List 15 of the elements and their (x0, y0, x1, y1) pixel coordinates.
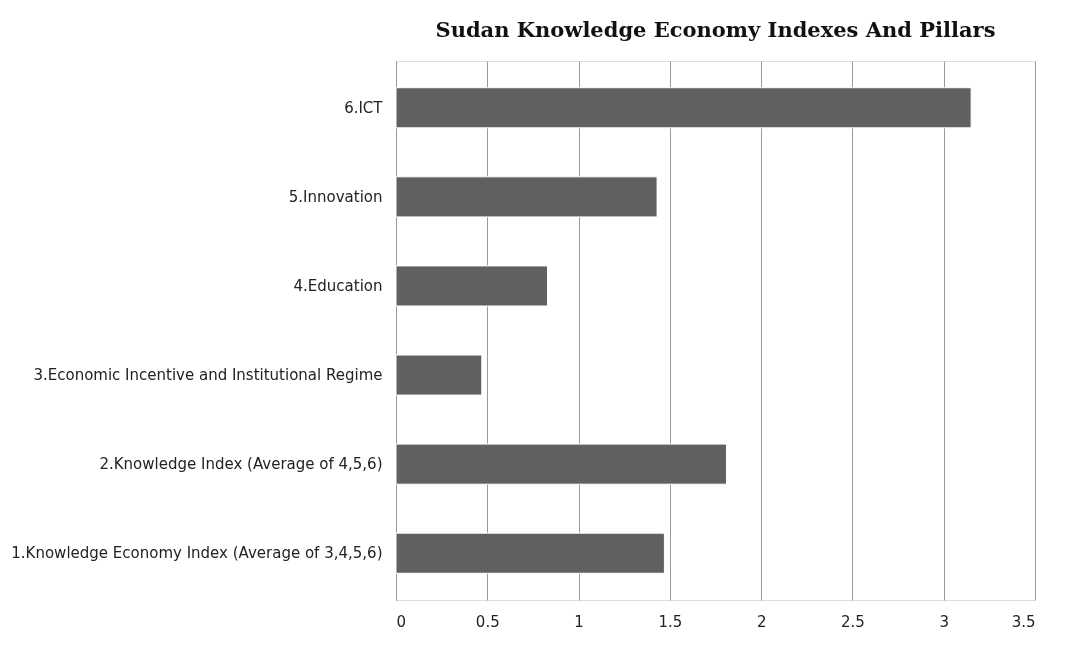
x-tick-label: 0 (396, 612, 407, 631)
x-tick-label: 2 (756, 612, 767, 631)
y-tick-label: 3.Economic Incentive and Institutional Regime (33, 366, 383, 385)
y-tick-label: 1.Knowledge Economy Index (Average of 3,4,5,6) (11, 544, 383, 563)
x-tick-label: 3.5 (1011, 612, 1036, 631)
y-tick-label: 4.Education (293, 276, 383, 295)
x-tick-label: 1 (574, 612, 584, 631)
x-tick-label: 0.5 (475, 612, 500, 631)
y-tick-label: 6.ICT (344, 98, 384, 117)
x-tick-label: 2.5 (841, 612, 865, 631)
chart-title: Sudan Knowledge Economy Indexes And Pillars (435, 17, 996, 42)
y-tick-label: 5.Innovation (288, 187, 383, 206)
x-tick-label: 1.5 (658, 612, 683, 631)
y-tick-label: 2.Knowledge Index (Average of 4,5,6) (99, 455, 383, 474)
x-tick-label: 3 (939, 612, 949, 631)
